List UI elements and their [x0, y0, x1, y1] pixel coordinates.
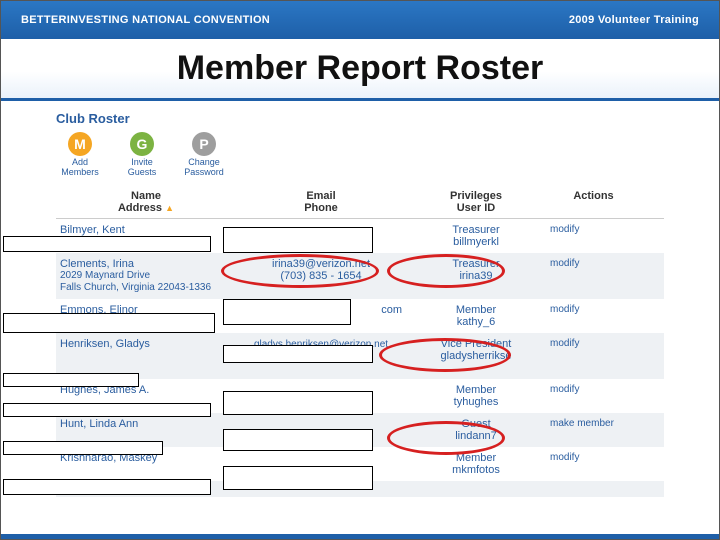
redaction-box: [3, 313, 215, 333]
header-left: BETTERINVESTING NATIONAL CONVENTION: [21, 14, 270, 26]
redaction-box: [223, 429, 373, 451]
redaction-box: [223, 299, 351, 325]
col-name[interactable]: Name Address ▲: [56, 190, 236, 214]
header-right: 2009 Volunteer Training: [569, 14, 699, 26]
guest-g-icon: G: [130, 132, 154, 156]
redaction-box: [3, 479, 211, 495]
col-privileges[interactable]: PrivilegesUser ID: [406, 190, 546, 214]
redaction-box: [3, 441, 163, 455]
member-name: Hunt, Linda Ann: [60, 418, 138, 430]
modify-link[interactable]: modify: [550, 224, 579, 235]
page-title: Member Report Roster: [177, 49, 544, 88]
member-name: Clements, Irina: [60, 258, 134, 270]
redaction-box: [223, 391, 373, 415]
redaction-box: [223, 227, 373, 253]
make-member-link[interactable]: make member: [550, 418, 614, 429]
content-area: Club Roster M AddMembers G InviteGuests …: [1, 101, 719, 497]
club-roster-heading: Club Roster: [56, 111, 664, 126]
member-name: Henriksen, Gladys: [60, 338, 150, 350]
slide-top-bar: BETTERINVESTING NATIONAL CONVENTION 2009…: [1, 1, 719, 39]
modify-link[interactable]: modify: [550, 304, 579, 315]
redaction-box: [223, 345, 373, 363]
col-actions: Actions: [546, 190, 641, 214]
member-m-icon: M: [68, 132, 92, 156]
add-members-button[interactable]: M AddMembers: [56, 132, 104, 178]
invite-guests-button[interactable]: G InviteGuests: [118, 132, 166, 178]
redaction-box: [3, 373, 139, 387]
change-password-button[interactable]: P ChangePassword: [180, 132, 228, 178]
sort-asc-icon: ▲: [165, 203, 174, 213]
title-band: Member Report Roster: [1, 39, 719, 101]
action-icons-row: M AddMembers G InviteGuests P ChangePass…: [56, 132, 664, 178]
table-row: Clements, Irina 2029 Maynard Drive Falls…: [56, 253, 664, 299]
member-name: Bilmyer, Kent: [60, 224, 125, 236]
slide-bottom-edge: [1, 534, 719, 539]
redaction-box: [3, 403, 211, 417]
modify-link[interactable]: modify: [550, 452, 579, 463]
redaction-box: [223, 466, 373, 490]
redaction-box: [3, 236, 211, 252]
password-p-icon: P: [192, 132, 216, 156]
modify-link[interactable]: modify: [550, 338, 579, 349]
modify-link[interactable]: modify: [550, 258, 579, 269]
col-email[interactable]: EmailPhone: [236, 190, 406, 214]
slide-frame: BETTERINVESTING NATIONAL CONVENTION 2009…: [0, 0, 720, 540]
modify-link[interactable]: modify: [550, 384, 579, 395]
column-headers: Name Address ▲ EmailPhone PrivilegesUser…: [56, 186, 664, 219]
